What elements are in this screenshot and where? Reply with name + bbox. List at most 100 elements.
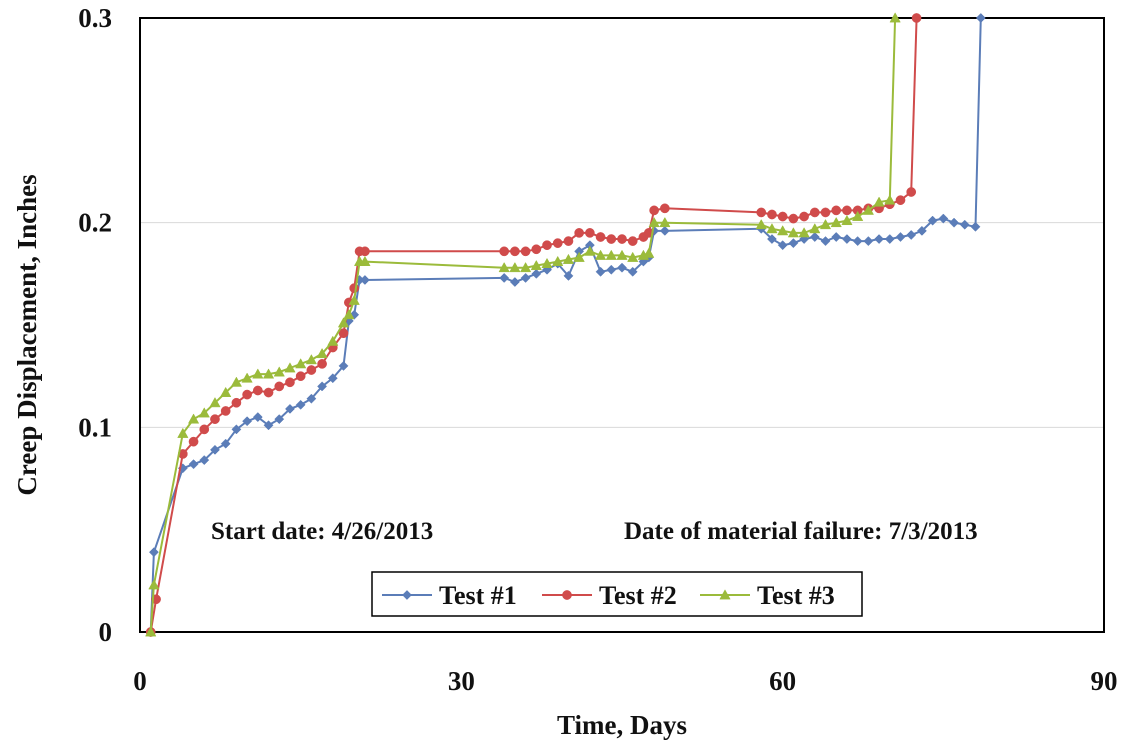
data-point xyxy=(884,194,896,205)
data-point xyxy=(766,223,778,234)
data-point xyxy=(510,246,520,257)
data-point xyxy=(552,238,563,248)
data-point xyxy=(252,368,264,379)
data-point xyxy=(831,232,842,242)
data-point xyxy=(606,264,617,275)
data-point xyxy=(787,227,800,238)
data-point xyxy=(606,234,617,244)
data-point xyxy=(530,259,542,271)
data-point xyxy=(541,257,553,269)
data-point xyxy=(531,244,542,255)
data-point xyxy=(263,387,274,398)
data-point xyxy=(798,227,810,238)
data-point xyxy=(975,13,986,23)
legend-item-2: Test #2 xyxy=(542,581,677,610)
data-point xyxy=(916,225,927,236)
data-point xyxy=(809,232,820,242)
legend-item-3: Test #3 xyxy=(700,581,835,610)
data-point xyxy=(563,236,574,246)
data-point xyxy=(230,376,243,387)
data-point xyxy=(595,232,606,242)
data-point xyxy=(767,234,777,244)
data-point xyxy=(348,294,360,305)
plot-area xyxy=(139,17,1105,633)
data-point xyxy=(595,266,606,277)
data-point xyxy=(499,272,510,283)
data-point xyxy=(927,215,938,226)
data-point xyxy=(584,245,596,256)
y-tick-label: 0.3 xyxy=(78,3,112,33)
data-point xyxy=(799,211,809,222)
data-point xyxy=(295,371,306,382)
data-point xyxy=(648,216,660,228)
data-point xyxy=(188,436,199,447)
legend-box xyxy=(371,571,863,617)
data-point xyxy=(337,317,350,328)
data-point xyxy=(884,234,895,244)
data-point xyxy=(617,262,627,273)
data-point xyxy=(274,381,285,392)
data-point xyxy=(220,386,232,397)
data-point xyxy=(562,253,575,264)
data-point xyxy=(338,328,349,339)
data-point xyxy=(242,416,253,427)
data-point xyxy=(316,347,328,359)
data-point xyxy=(842,205,852,216)
data-point xyxy=(959,219,970,230)
data-point xyxy=(809,223,821,234)
data-point xyxy=(509,261,521,273)
data-point xyxy=(777,225,789,236)
data-point xyxy=(305,354,318,365)
data-point xyxy=(627,251,639,262)
data-point xyxy=(231,397,242,408)
legend-marker xyxy=(402,590,412,600)
data-point xyxy=(585,228,595,238)
data-point xyxy=(220,438,231,449)
data-point xyxy=(338,360,349,371)
data-point xyxy=(862,204,874,215)
data-point xyxy=(231,424,242,435)
series-3 xyxy=(145,12,901,637)
data-point xyxy=(895,195,906,206)
data-point xyxy=(145,626,157,637)
legend-marker xyxy=(562,590,572,600)
data-point xyxy=(284,362,296,373)
annotation-failure-date: Date of material failure: 7/3/2013 xyxy=(624,518,978,545)
data-point xyxy=(852,236,863,247)
data-point xyxy=(852,210,864,221)
x-tick-label: 60 xyxy=(769,666,796,696)
data-point xyxy=(242,389,252,400)
data-point xyxy=(359,275,370,285)
data-point xyxy=(210,444,220,455)
data-point xyxy=(970,221,981,232)
data-point xyxy=(820,207,831,218)
data-point xyxy=(594,249,607,260)
data-point xyxy=(520,246,531,257)
data-point xyxy=(252,385,263,396)
data-point xyxy=(295,399,306,410)
data-point xyxy=(187,413,200,424)
data-point xyxy=(874,234,885,244)
data-point xyxy=(262,368,275,379)
data-point xyxy=(756,207,767,218)
data-point xyxy=(777,211,788,222)
data-point xyxy=(285,403,295,414)
data-point xyxy=(863,236,874,247)
data-point xyxy=(360,246,370,257)
data-point xyxy=(841,214,853,226)
data-point xyxy=(148,547,159,558)
data-point xyxy=(499,246,510,257)
legend-item-1: Test #1 xyxy=(382,581,517,610)
data-point xyxy=(767,209,777,220)
y-tick-label: 0.1 xyxy=(78,412,112,442)
data-point xyxy=(343,309,355,320)
data-point xyxy=(520,272,531,283)
annotation-start-date: Start date: 4/26/2013 xyxy=(211,518,433,545)
data-point xyxy=(643,247,655,258)
data-point xyxy=(809,207,820,218)
data-point xyxy=(788,238,799,249)
data-point xyxy=(263,420,274,431)
data-point xyxy=(659,216,671,228)
data-point xyxy=(911,13,922,23)
